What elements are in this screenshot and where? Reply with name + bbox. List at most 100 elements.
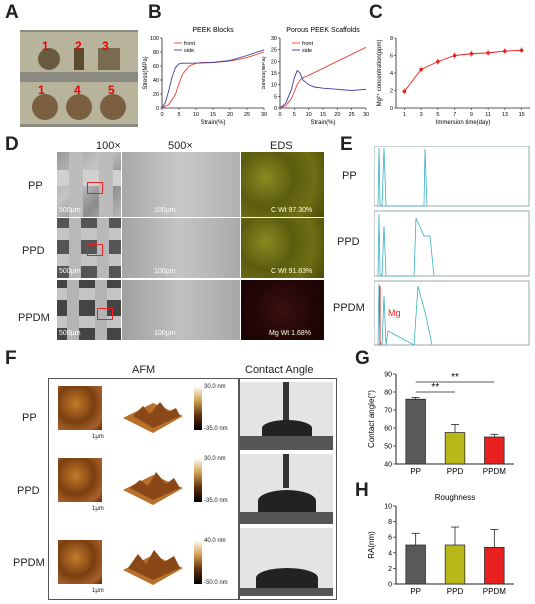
afm-scale-bar: 1μm xyxy=(92,588,104,594)
y-tick-label: 10 xyxy=(384,504,392,511)
y-tick-label: 4 xyxy=(388,550,392,557)
afm-colorbar xyxy=(194,386,202,430)
colorbar-max: 30.0 nm xyxy=(204,456,226,462)
eds-element: C xyxy=(271,207,277,214)
x-tick-label: PPDM xyxy=(483,467,506,476)
afm-colorbar xyxy=(194,458,202,502)
panel-label-b: B xyxy=(148,2,162,23)
bar xyxy=(405,398,426,465)
scale-bar: 100μm xyxy=(154,330,176,337)
spectrum-frame xyxy=(374,210,530,277)
x-tick-label: 0 xyxy=(278,112,281,118)
y-axis-label: Stress(MPa) xyxy=(262,56,267,89)
x-tick-label: 11 xyxy=(485,112,491,118)
panel-label-a: A xyxy=(5,2,19,23)
x-tick-label: 25 xyxy=(244,112,250,118)
chart-title: PEEK Blocks xyxy=(192,27,234,34)
y-tick-label: 70 xyxy=(384,408,392,415)
x-tick-label: 15 xyxy=(519,112,525,118)
row-label: PPD xyxy=(337,236,360,248)
sample-number: 4 xyxy=(74,83,81,97)
x-tick-label: 10 xyxy=(306,112,312,118)
y-tick-label: 100 xyxy=(150,36,159,42)
legend-label: front xyxy=(302,41,313,47)
eds-spectra: Mg xyxy=(374,146,530,346)
sample-disc xyxy=(66,94,92,120)
colorbar-min: -35.0 nm xyxy=(204,426,228,432)
droplet xyxy=(256,568,318,588)
eds-element: C xyxy=(271,268,277,275)
x-tick-label: 20 xyxy=(227,112,233,118)
significance-label: ** xyxy=(431,382,439,393)
row-label: PP xyxy=(342,170,357,182)
colorbar-min: -35.0 nm xyxy=(204,498,228,504)
spectrum-trace xyxy=(377,213,435,277)
y-tick-label: 80 xyxy=(384,390,392,397)
sample-disc xyxy=(32,94,58,120)
chart-peek-blocks: PEEK Blocks 0 5 10 15 20 25 30 0 20 40 60 80 100 Strai… xyxy=(143,27,267,126)
x-tick-label: 5 xyxy=(293,112,296,118)
sem-500x: 100μm xyxy=(122,218,240,278)
bar xyxy=(484,546,505,585)
y-tick-label: 2 xyxy=(390,89,393,95)
y-axis-label: Contact angle(°) xyxy=(367,390,376,448)
eds-map: C Wt 97.30% xyxy=(241,152,324,217)
bar xyxy=(484,436,505,465)
eds-map: Mg Wt 1.68% xyxy=(241,280,324,340)
series-line xyxy=(279,46,367,109)
sample-photo: 1 2 3 1 4 5 xyxy=(20,30,138,127)
y-tick-label: 40 xyxy=(384,462,392,469)
x-tick-label: 5 xyxy=(436,112,439,118)
needle xyxy=(283,382,289,422)
sample-number: 1 xyxy=(42,39,49,53)
droplet-image xyxy=(240,382,333,450)
y-tick-label: 0 xyxy=(390,106,393,112)
sample-cube xyxy=(98,48,120,70)
y-tick-label: 30 xyxy=(271,36,277,42)
col-header: AFM xyxy=(132,364,156,376)
series-line xyxy=(161,49,265,109)
sem-100x: 500μm xyxy=(57,280,121,340)
row-label: PPD xyxy=(22,245,45,257)
row-label: PPDM xyxy=(333,302,365,314)
y-axis-label: Stress(MPa) xyxy=(143,56,149,89)
scale-bar: 500μm xyxy=(59,268,81,275)
row-label: PPD xyxy=(17,485,40,497)
chart-porous-peek: Porous PEEK Scaffolds 0 5 10 15 20 25 30 0 5 10 15 2… xyxy=(262,27,369,126)
afm-3d-surface xyxy=(123,550,183,585)
col-header: Contact Angle xyxy=(245,364,314,376)
col-header: 500× xyxy=(168,140,193,152)
sem-500x: 100μm xyxy=(122,152,240,217)
y-tick-label: 60 xyxy=(153,64,159,70)
substrate xyxy=(240,436,333,450)
scale-bar: 500μm xyxy=(59,330,81,337)
x-axis-label: Strain(%) xyxy=(310,120,335,126)
y-tick-label: 50 xyxy=(384,444,392,451)
y-tick-label: 0 xyxy=(388,582,392,589)
significance-label: ** xyxy=(451,372,459,383)
panel-label-e: E xyxy=(340,134,353,155)
col-header: EDS xyxy=(270,140,293,152)
x-tick-label: 9 xyxy=(470,112,473,118)
needle xyxy=(283,454,289,488)
x-tick-label: 25 xyxy=(349,112,355,118)
series-line xyxy=(161,51,265,109)
row-label: PP xyxy=(22,412,37,424)
afm-scale-bar: 1μm xyxy=(92,434,104,440)
droplet xyxy=(258,490,316,512)
x-tick-label: 15 xyxy=(210,112,216,118)
sem-500x: 100μm xyxy=(122,280,240,340)
colorbar-max: 30.0 nm xyxy=(204,384,226,390)
colorbar-max: 40.0 nm xyxy=(204,538,226,544)
y-tick-label: 90 xyxy=(384,372,392,379)
substrate xyxy=(240,512,333,524)
eds-weight: Wt 97.30% xyxy=(278,207,313,214)
series-line xyxy=(279,69,367,109)
bar xyxy=(405,544,426,585)
sample-number: 1 xyxy=(38,83,45,97)
bar xyxy=(444,544,466,585)
eds-weight: Wt 91.83% xyxy=(278,268,313,275)
x-tick-label: 5 xyxy=(177,112,180,118)
y-tick-label: 20 xyxy=(153,92,159,98)
y-tick-label: 80 xyxy=(153,50,159,56)
